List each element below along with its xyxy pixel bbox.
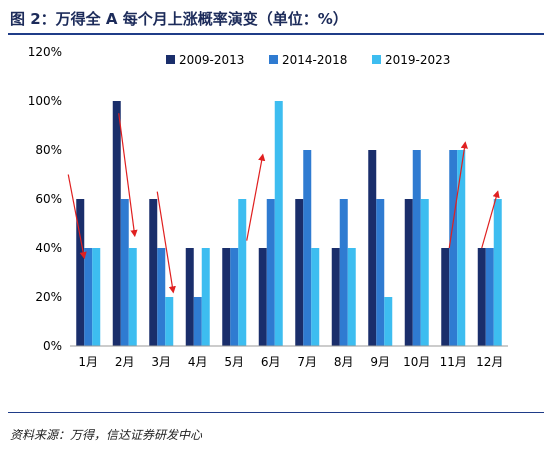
bar-2009-2013-1月	[76, 199, 85, 346]
x-tick-label: 1月	[78, 355, 98, 369]
trend-arrows	[67, 113, 500, 294]
bar-2014-2018-12月	[485, 248, 494, 346]
x-tick-label: 8月	[334, 355, 354, 369]
bar-2009-2013-5月	[222, 248, 231, 346]
y-tick-label: 80%	[35, 143, 62, 157]
bar-2019-2023-4月	[201, 248, 210, 346]
figure-title: 图 2：万得全 A 每个月上涨概率演变（单位：%）	[10, 10, 348, 28]
trend-arrow	[118, 113, 138, 238]
bar-2009-2013-12月	[477, 248, 486, 346]
bar-2014-2018-3月	[157, 248, 166, 346]
x-tick-label: 4月	[188, 355, 208, 369]
bar-2009-2013-10月	[404, 199, 413, 346]
source-divider	[8, 412, 544, 413]
bar-2009-2013-8月	[331, 248, 340, 346]
x-tick-label: 9月	[370, 355, 390, 369]
bar-2019-2023-1月	[92, 248, 101, 346]
legend-swatch	[269, 55, 278, 64]
bar-2014-2018-9月	[376, 199, 385, 346]
bar-2019-2023-3月	[165, 297, 174, 346]
legend-label: 2014-2018	[282, 53, 347, 67]
legend: 2009-2013 2014-2018 2019-2023	[166, 53, 450, 67]
x-tick-label: 11月	[440, 355, 467, 369]
bar-2009-2013-7月	[295, 199, 304, 346]
x-tick-label: 10月	[403, 355, 430, 369]
legend-label: 2009-2013	[179, 53, 244, 67]
bar-2014-2018-2月	[120, 199, 129, 346]
trend-arrow	[156, 191, 176, 294]
bar-chart: 0% 20% 40% 60% 80% 100% 120% 2009-2013 2014-201…	[28, 45, 508, 369]
bars	[76, 101, 502, 346]
bar-2019-2023-8月	[347, 248, 356, 346]
bar-2019-2023-12月	[493, 199, 502, 346]
title-divider	[8, 33, 544, 35]
trend-arrow	[481, 190, 500, 249]
trend-arrow	[67, 174, 87, 260]
y-tick-label: 60%	[35, 192, 62, 206]
x-axis-ticks: 1月 2月 3月 4月 5月 6月 7月 8月 9月 10月 11月 12月	[78, 355, 503, 369]
x-tick-label: 6月	[261, 355, 281, 369]
bar-2019-2023-10月	[420, 199, 429, 346]
bar-2019-2023-9月	[384, 297, 393, 346]
bar-2019-2023-7月	[311, 248, 320, 346]
bar-2014-2018-10月	[412, 150, 421, 346]
bar-2009-2013-2月	[112, 101, 121, 346]
y-tick-label: 120%	[28, 45, 62, 59]
x-tick-label: 12月	[476, 355, 503, 369]
bar-2019-2023-2月	[128, 248, 137, 346]
bar-2009-2013-3月	[149, 199, 158, 346]
bar-2014-2018-11月	[449, 150, 458, 346]
bar-2019-2023-11月	[457, 150, 466, 346]
bar-2014-2018-8月	[339, 199, 348, 346]
bar-2014-2018-1月	[84, 248, 93, 346]
bar-2009-2013-6月	[258, 248, 267, 346]
legend-label: 2019-2023	[385, 53, 450, 67]
bar-2009-2013-4月	[185, 248, 194, 346]
y-tick-label: 100%	[28, 94, 62, 108]
y-tick-label: 40%	[35, 241, 62, 255]
bar-2019-2023-6月	[274, 101, 283, 346]
x-tick-label: 3月	[151, 355, 171, 369]
bar-2009-2013-9月	[368, 150, 377, 346]
legend-swatch	[372, 55, 381, 64]
trend-arrow	[448, 141, 468, 249]
y-tick-label: 0%	[43, 339, 62, 353]
bar-2014-2018-7月	[303, 150, 312, 346]
trend-arrow	[246, 153, 266, 241]
legend-swatch	[166, 55, 175, 64]
x-tick-label: 7月	[297, 355, 317, 369]
bar-2019-2023-5月	[238, 199, 247, 346]
y-tick-label: 20%	[35, 290, 62, 304]
bar-2009-2013-11月	[441, 248, 450, 346]
bar-2014-2018-6月	[266, 199, 275, 346]
bar-2014-2018-5月	[230, 248, 239, 346]
x-tick-label: 2月	[115, 355, 135, 369]
x-tick-label: 5月	[224, 355, 244, 369]
bar-2014-2018-4月	[193, 297, 202, 346]
source-note: 资料来源：万得，信达证券研发中心	[10, 428, 203, 442]
y-axis-ticks: 0% 20% 40% 60% 80% 100% 120%	[28, 45, 62, 353]
